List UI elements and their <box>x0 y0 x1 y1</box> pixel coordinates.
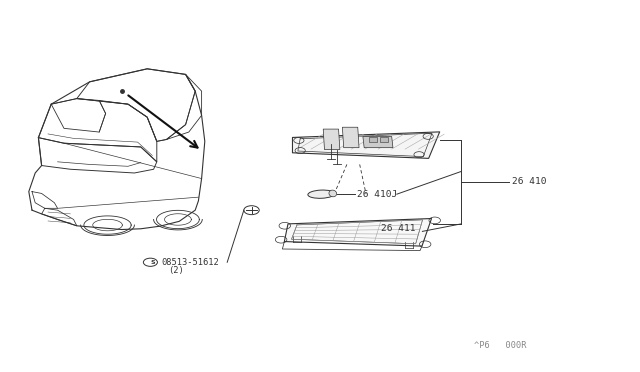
Ellipse shape <box>308 190 335 198</box>
Text: ^P6   000R: ^P6 000R <box>474 341 526 350</box>
Text: S: S <box>150 260 155 265</box>
Ellipse shape <box>329 190 337 197</box>
Text: 26 410J: 26 410J <box>357 190 397 199</box>
Polygon shape <box>363 137 393 148</box>
Text: (2): (2) <box>168 266 184 275</box>
Text: 26 410: 26 410 <box>512 177 547 186</box>
Polygon shape <box>284 218 431 246</box>
Polygon shape <box>292 132 440 158</box>
Polygon shape <box>323 129 340 150</box>
Polygon shape <box>380 137 388 142</box>
Text: 08513-51612: 08513-51612 <box>161 258 219 267</box>
Polygon shape <box>369 137 377 142</box>
Text: 26 411: 26 411 <box>381 224 415 233</box>
Polygon shape <box>342 127 359 148</box>
